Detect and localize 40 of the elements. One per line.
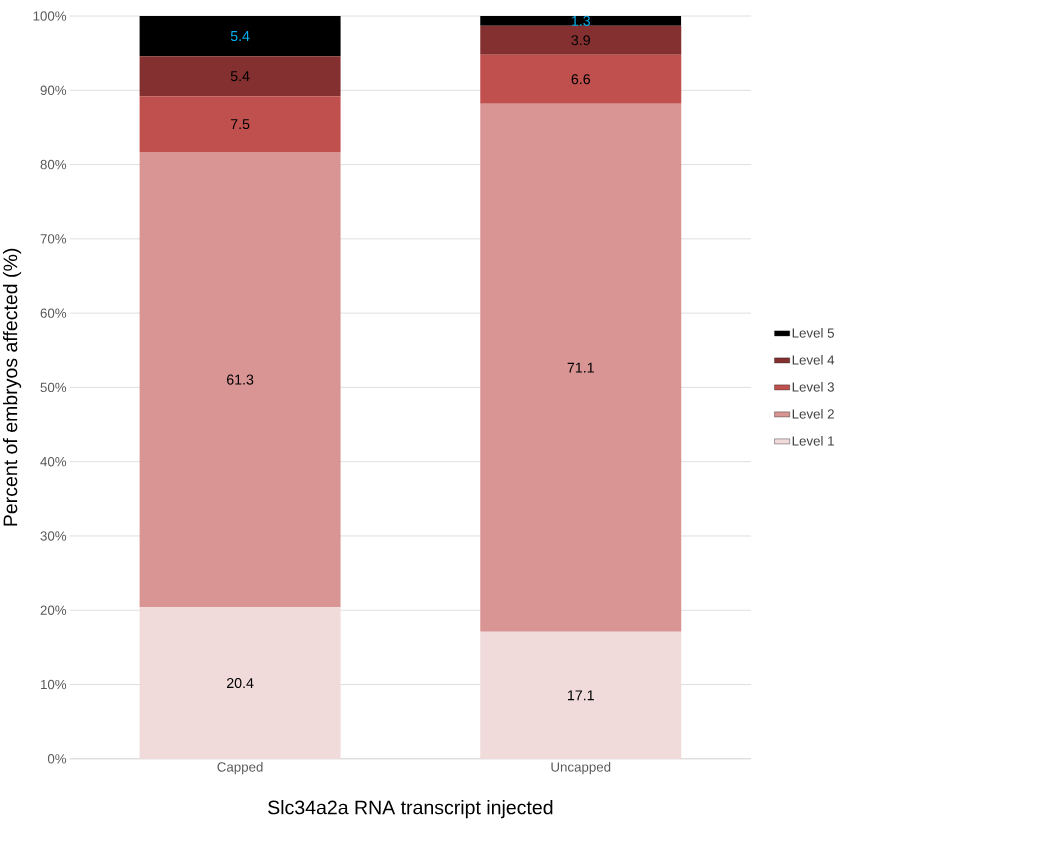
y-tick-label: 60%: [40, 308, 67, 318]
x-tick-label: Uncapped: [551, 761, 611, 775]
bar: [480, 54, 682, 104]
data-label: 5.4: [230, 71, 250, 81]
y-tick-label: 0%: [47, 753, 67, 764]
bar: [480, 25, 682, 55]
bar: [480, 631, 682, 759]
y-axis-title: Percent of embryos affected (%): [2, 248, 22, 526]
data-label: 17.1: [568, 690, 594, 700]
y-tick-label: 80%: [40, 159, 67, 170]
y-tick-label: 20%: [40, 605, 67, 615]
legend-label: Level 5: [792, 327, 834, 338]
data-label: 7.5: [230, 118, 250, 129]
data-label: 71.1: [567, 362, 594, 373]
bar: [480, 15, 682, 26]
y-tick-label: 100%: [33, 11, 67, 21]
y-tick-label: 70%: [40, 233, 67, 244]
legend-label: Level 1: [792, 435, 834, 446]
data-label: 6.6: [571, 73, 590, 84]
data-label: 61.3: [227, 374, 254, 385]
data-label: 20.4: [226, 677, 254, 688]
bar: [139, 607, 341, 759]
bar: [139, 151, 341, 608]
bar: [139, 15, 341, 56]
bar: [139, 96, 341, 152]
data-label: 5.4: [230, 30, 250, 41]
y-tick-label: 40%: [40, 456, 67, 467]
y-tick-label: 10%: [41, 679, 67, 690]
x-axis-title: Slc34a2a RNA transcript injected: [268, 799, 553, 818]
y-tick-label: 30%: [40, 531, 67, 541]
legend-label: Level 3: [792, 381, 834, 392]
legend-label: Level 4: [792, 354, 835, 365]
legend-label: Level 2: [792, 408, 834, 419]
data-label: 3.9: [571, 34, 590, 45]
bar: [480, 103, 682, 632]
x-tick-label: Capped: [217, 761, 263, 775]
y-tick-label: 50%: [40, 382, 67, 392]
bar: [139, 55, 341, 97]
data-label: 1.3: [571, 15, 590, 26]
y-tick-label: 90%: [40, 85, 67, 95]
